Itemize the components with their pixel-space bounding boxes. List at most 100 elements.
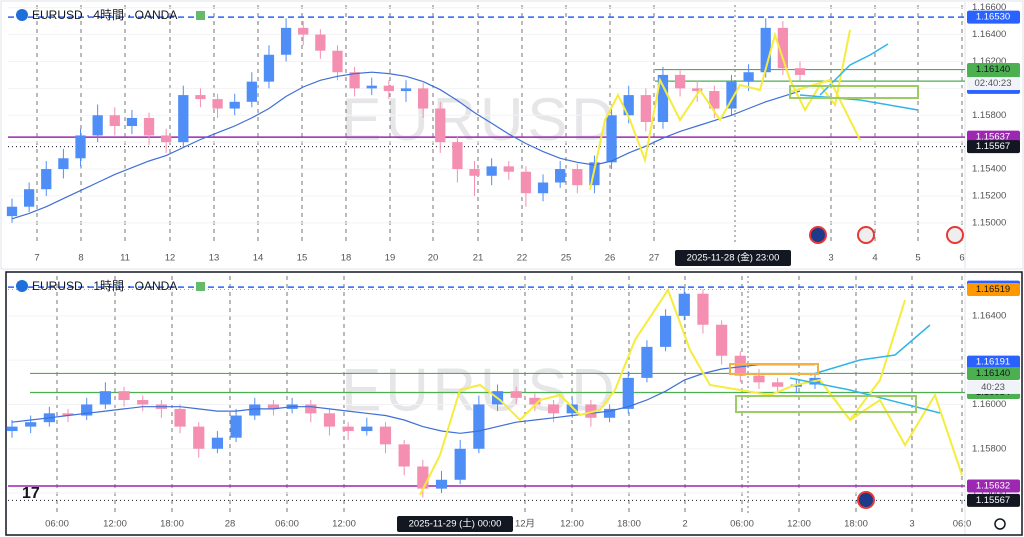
x-tick-label: 3 [909,519,914,530]
x-tick-label: 27 [649,253,660,264]
moving-average [11,71,801,220]
x-tick-label: 06:00 [45,519,69,530]
y-tick-label: 1.15000 [972,217,1006,228]
x-tick-label: 14 [253,253,264,264]
event-icon[interactable] [857,491,875,509]
event-icon[interactable] [809,226,827,244]
x-tick-label: 12 [165,253,176,264]
candle-body [230,415,242,438]
candle-body [777,27,789,69]
candle-body [361,426,373,432]
candle-body [529,397,541,405]
panel-frame [0,0,1024,270]
candle-body [212,99,223,109]
crosshair-label-bg [675,250,791,266]
candle-body [794,68,806,75]
countdown: 02:40:23 [975,78,1012,89]
projection-yellow [789,78,861,141]
event-icon[interactable] [946,226,964,244]
drawings [419,29,963,496]
candle-body [315,34,326,51]
y-tick-label: 1.16200 [972,56,1006,67]
candle-body [435,479,448,489]
x-tick-label: 06:00 [730,519,754,530]
price-tag-label: 1.15567 [976,141,1010,152]
x-tick-label: 12:00 [332,519,356,530]
candle-body [81,404,93,416]
price-tag [967,63,1020,77]
candle-body [246,81,257,102]
candle-body [772,382,784,387]
candle-body [585,404,597,418]
candle-body [473,404,485,449]
price-tag-label: 1.15632 [976,480,1010,491]
x-tick-label: 15 [297,253,308,264]
candle-body [520,171,532,194]
candle-body [486,166,497,176]
x-tick-label: 19 [385,253,396,264]
x-tick-label: 12:00 [787,519,811,530]
y-tick-label: 1.15400 [972,164,1006,175]
event-icon[interactable] [857,226,875,244]
watermark: EURUSD [341,86,618,153]
candle-body [537,182,549,194]
x-tick-label: 18:00 [160,519,184,530]
candle-body [555,169,566,183]
event-icons [809,226,964,509]
candle-body [6,426,18,432]
y-tick-label: 1.15600 [972,488,1006,499]
status-dot [196,282,205,291]
price-tag-label: 1.16191 [976,357,1010,368]
candle-body [622,377,634,409]
candle-body [510,391,522,398]
projection-cyan [799,94,919,111]
zone-box [735,395,917,413]
y-tick-label: 1.16600 [972,2,1006,13]
status-dot [196,11,205,20]
candle-body [229,101,240,109]
x-tick-label: 7 [34,253,39,264]
x-tick-label: 22 [517,253,528,264]
crosshair-label-bg [397,516,513,532]
candle-body [174,408,186,427]
candle-body [323,413,336,427]
price-tag [967,479,1020,493]
candle-body [547,404,560,414]
panel-title: EURUSD · 1時間 · OANDA [32,279,177,293]
candle-body [692,88,703,92]
tv-logo: 17 [22,485,40,502]
candle-body [195,95,206,100]
symbol-icon [16,280,28,292]
x-tick-label: 12:00 [103,519,127,530]
candle-body [62,413,74,416]
candle-body [435,108,446,143]
moving-average [11,364,815,434]
x-tick-label: 20 [428,253,439,264]
price-tag [967,10,1020,24]
price-tag [967,493,1020,507]
x-tick-label: 6 [959,253,964,264]
candle-body [75,135,86,159]
zone-box [789,85,919,99]
projection-cyan [809,324,931,376]
projection-yellow [819,379,963,476]
settings-icon[interactable] [994,518,1006,530]
candle-body [697,293,709,325]
crosshair-label: 2025-11-29 (土) 00:00 [409,518,502,530]
candle-body [726,81,737,109]
candle-body [23,189,35,207]
candle-body [417,88,429,109]
candle-body [640,95,651,122]
x-tick-label: 06:00 [275,519,299,530]
y-tick-label: 1.16000 [972,399,1006,410]
candle-body [178,95,189,143]
candle-body [211,437,224,449]
x-tick-label: 21 [473,253,484,264]
candle-body [25,422,37,427]
candle-body [6,206,18,217]
candle-body [109,115,120,127]
x-tick-label: 4 [872,253,877,264]
candle-body [641,346,653,378]
candle-body [709,91,720,109]
